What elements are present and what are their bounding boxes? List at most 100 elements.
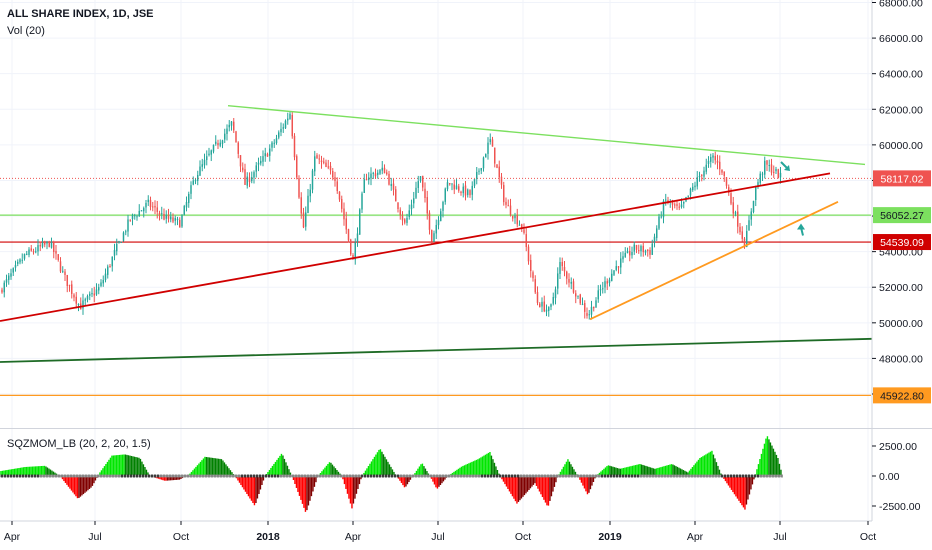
momentum-bar bbox=[438, 476, 440, 487]
candle-body bbox=[37, 245, 39, 252]
squeeze-dot bbox=[739, 474, 741, 478]
candle-body bbox=[98, 287, 100, 291]
trendlines[interactable] bbox=[0, 105, 873, 363]
squeeze-dot bbox=[238, 474, 240, 478]
momentum-bar bbox=[136, 457, 139, 476]
squeeze-dot bbox=[487, 474, 489, 478]
squeeze-dot bbox=[25, 474, 27, 478]
momentum-bar bbox=[312, 476, 314, 492]
squeeze-dot bbox=[208, 474, 210, 478]
candle-body bbox=[705, 164, 707, 172]
momentum-bar bbox=[358, 476, 361, 485]
momentum-bar bbox=[763, 443, 766, 476]
squeeze-dot bbox=[82, 474, 84, 478]
candle-body bbox=[615, 266, 617, 270]
candle-body bbox=[273, 142, 275, 144]
candle-body bbox=[257, 162, 260, 165]
candle-body bbox=[701, 174, 703, 176]
candle-body bbox=[491, 139, 494, 147]
candle-body bbox=[401, 215, 404, 221]
squeeze-dot bbox=[4, 474, 6, 478]
squeeze-dot bbox=[277, 474, 279, 478]
squeeze-dot bbox=[193, 474, 195, 478]
momentum-bar bbox=[660, 467, 662, 476]
squeeze-dot bbox=[619, 474, 621, 478]
candle-body bbox=[597, 290, 599, 300]
candle-body bbox=[41, 242, 44, 247]
price-series[interactable] bbox=[1, 111, 782, 320]
squeeze-dot bbox=[454, 474, 456, 478]
candle-body bbox=[604, 281, 606, 288]
momentum-bar bbox=[138, 457, 140, 476]
candle-body bbox=[354, 242, 356, 260]
candle-body bbox=[644, 250, 647, 253]
momentum-bar bbox=[612, 466, 614, 476]
momentum-bar bbox=[333, 466, 335, 476]
candle-body bbox=[419, 176, 422, 181]
momentum-bar bbox=[180, 476, 182, 479]
momentum-bar bbox=[130, 455, 133, 476]
squeeze-dot bbox=[214, 474, 216, 478]
momentum-bar bbox=[550, 476, 553, 497]
momentum-bar bbox=[469, 462, 472, 476]
momentum-bar bbox=[91, 476, 94, 486]
squeeze-dot bbox=[397, 474, 399, 478]
candle-body bbox=[165, 214, 167, 219]
momentum-bar bbox=[532, 476, 535, 485]
squeeze-dot bbox=[769, 474, 771, 478]
candle-body bbox=[435, 224, 437, 234]
momentum-bar bbox=[199, 461, 202, 476]
candle-body bbox=[55, 250, 57, 254]
momentum-bar bbox=[699, 458, 701, 476]
squeeze-dot bbox=[100, 474, 102, 478]
candle-body bbox=[489, 139, 491, 142]
squeeze-dot bbox=[46, 474, 48, 478]
candle-body bbox=[728, 187, 730, 193]
momentum-bar bbox=[775, 454, 778, 476]
candle-body bbox=[608, 279, 611, 283]
candle-body bbox=[521, 224, 523, 229]
price-label-text: 54539.09 bbox=[880, 237, 924, 249]
momentum-bar bbox=[742, 476, 745, 508]
momentum-bar bbox=[649, 467, 652, 476]
squeeze-dot bbox=[190, 474, 192, 478]
momentum-bar bbox=[736, 476, 739, 499]
momentum-bar bbox=[118, 454, 121, 476]
momentum-bar bbox=[343, 476, 346, 485]
candle-body bbox=[759, 173, 761, 183]
time-tick-label: Oct bbox=[860, 531, 876, 543]
momentum-bar bbox=[283, 458, 286, 476]
candle-body bbox=[332, 171, 334, 178]
candle-body bbox=[154, 205, 156, 208]
squeeze-dot bbox=[391, 474, 393, 478]
candle-body bbox=[122, 232, 125, 241]
squeeze-dot bbox=[430, 474, 432, 478]
momentum-bar bbox=[654, 468, 656, 476]
candle-body bbox=[140, 210, 143, 212]
candle-body bbox=[361, 193, 363, 210]
squeeze-dot bbox=[292, 474, 294, 478]
squeeze-dot bbox=[466, 474, 468, 478]
candle-body bbox=[658, 216, 660, 229]
squeeze-dot bbox=[493, 474, 495, 478]
squeeze-dot bbox=[364, 474, 366, 478]
candle-body bbox=[203, 159, 206, 166]
momentum-bar bbox=[229, 470, 232, 476]
momentum-bar bbox=[511, 476, 514, 497]
momentum-bar bbox=[145, 469, 148, 476]
candle-body bbox=[320, 160, 323, 163]
momentum-bar bbox=[747, 476, 749, 500]
momentum-bar bbox=[331, 464, 334, 476]
momentum-bar bbox=[621, 468, 623, 476]
candle-body bbox=[415, 187, 417, 198]
momentum-bar bbox=[61, 476, 64, 480]
momentum-bar bbox=[675, 466, 677, 476]
candle-body bbox=[586, 313, 588, 316]
momentum-bar bbox=[123, 454, 125, 476]
candle-body bbox=[395, 189, 397, 202]
momentum-bar bbox=[369, 463, 371, 476]
momentum-bar bbox=[406, 476, 409, 485]
candle-body bbox=[399, 209, 401, 216]
candle-body bbox=[383, 167, 386, 174]
